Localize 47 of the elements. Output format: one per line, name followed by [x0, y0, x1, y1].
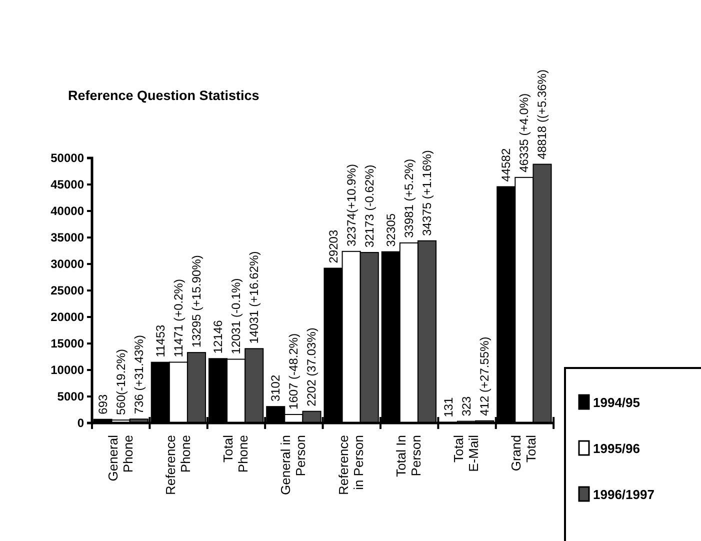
- x-tick-label: General in Person: [278, 435, 308, 495]
- y-tick-label: 25000: [50, 283, 84, 298]
- data-label: 12146: [211, 320, 226, 354]
- legend-label: 1996/1997: [593, 487, 654, 502]
- data-label: 1607 (-48.2%): [286, 333, 301, 410]
- x-tick-label: Total Phone: [220, 434, 251, 473]
- data-label: 412 (+27.55%): [478, 336, 492, 416]
- data-label: 32173 (-0.62%): [362, 164, 376, 248]
- data-label: 12031 (-0.1%): [229, 278, 244, 354]
- y-tick-label: 5000: [57, 389, 84, 404]
- y-tick-label: 10000: [50, 362, 84, 377]
- x-tick-label: Grand Total: [508, 434, 539, 472]
- data-label: 323: [460, 396, 474, 416]
- y-tick-label: 0: [77, 416, 84, 430]
- data-label: 11471 (+0.2%): [171, 279, 186, 358]
- y-tick-label: 50000: [50, 150, 84, 165]
- legend-label: 1995/96: [593, 441, 640, 456]
- data-label: 14031 (+16.62%): [247, 251, 262, 344]
- legend-label: 1994/95: [593, 395, 640, 410]
- y-tick-label: 15000: [50, 336, 84, 350]
- y-tick-label: 45000: [50, 177, 84, 192]
- data-label: 736 (+31.43%): [132, 335, 146, 414]
- data-label: 44582: [499, 148, 514, 182]
- x-tick-label: Total In Person: [393, 435, 424, 477]
- data-label: 33981 (+5.2%): [402, 158, 416, 238]
- data-label: 46335 (+4.0%): [517, 93, 532, 172]
- data-label: 2202 (37.03%): [304, 328, 319, 406]
- data-label: 11453: [153, 324, 168, 358]
- data-label: 3102: [268, 374, 283, 402]
- x-tick-label: Reference in Person: [336, 435, 366, 495]
- data-label: 693: [96, 394, 110, 414]
- y-tick-label: 35000: [50, 230, 84, 244]
- data-label: 48818 ((+5.36%): [535, 70, 550, 160]
- data-label: 32305: [384, 213, 398, 247]
- x-tick-label: General Phone: [105, 434, 136, 482]
- x-tick-label: Total E-Mail: [451, 434, 482, 472]
- data-label: 560(-19.2%): [114, 348, 128, 416]
- y-tick-label: 30000: [50, 256, 84, 271]
- chart-title: Reference Question Statistics: [68, 88, 260, 103]
- x-tick-label: Reference Phone: [162, 435, 193, 495]
- data-label: 32374(+10.9%): [344, 164, 358, 246]
- y-tick-label: 40000: [50, 204, 84, 218]
- data-label: 29203: [326, 230, 340, 264]
- data-label: 131: [442, 396, 456, 418]
- y-tick-label: 20000: [50, 310, 84, 324]
- data-label: 34375 (+1.16%): [420, 150, 434, 236]
- data-label: 13295 (+15.90%): [189, 255, 204, 348]
